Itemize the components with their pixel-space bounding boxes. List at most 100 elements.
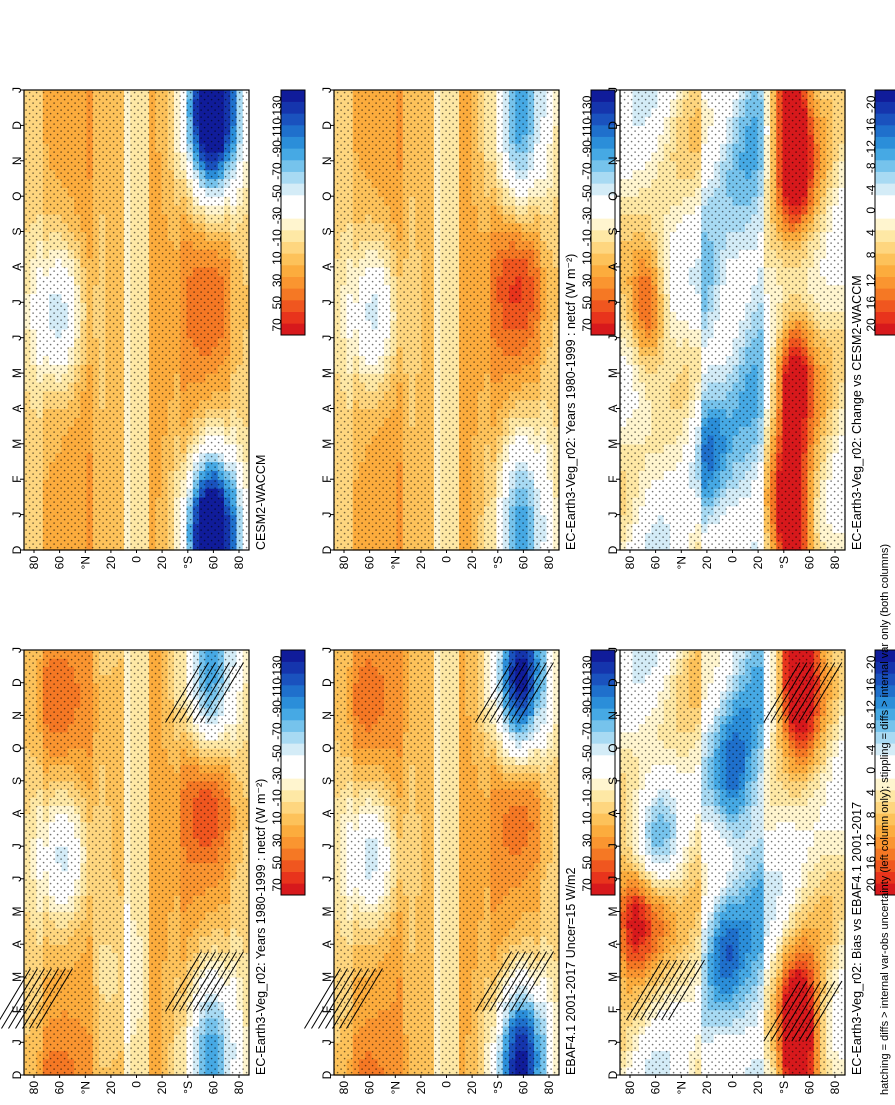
lat-label: °S <box>181 1081 195 1094</box>
colorbar-swatch <box>281 755 305 767</box>
month-label: O <box>320 743 334 752</box>
colorbar-swatch <box>281 860 305 872</box>
lat-label: °S <box>491 1081 505 1094</box>
month-label: J <box>320 876 334 882</box>
lat-label: °N <box>388 1081 402 1094</box>
colorbar-swatch <box>281 813 305 826</box>
lat-label: 60 <box>206 1081 220 1095</box>
month-label: J <box>10 1039 24 1045</box>
colorbar-swatch <box>591 720 615 732</box>
colorbar-label: 70 <box>580 878 594 892</box>
lat-label: 20 <box>465 1081 479 1095</box>
colorbar-label: -50 <box>270 744 284 762</box>
colorbar-label: -90 <box>270 700 284 718</box>
colorbar-label: -30 <box>270 767 284 785</box>
colorbar-swatch <box>591 661 615 674</box>
colorbar-swatch <box>281 708 305 721</box>
colorbar-swatch <box>591 696 615 709</box>
colorbar-swatch <box>281 801 305 814</box>
colorbar-swatch <box>281 848 305 861</box>
hatch-line <box>179 951 216 1012</box>
colorbar-swatch <box>281 766 305 779</box>
lat-label: 0 <box>130 1081 144 1088</box>
colorbar-swatch <box>591 825 615 837</box>
colorbar-label: -70 <box>270 722 284 740</box>
hatch-line <box>207 662 244 723</box>
month-label: M <box>320 972 334 982</box>
hatch-line <box>200 951 237 1012</box>
lat-label: 80 <box>337 1081 351 1095</box>
colorbar-swatch <box>281 883 305 896</box>
hatch-line <box>193 662 230 723</box>
month-label: O <box>10 743 24 752</box>
month-label: N <box>10 711 24 720</box>
colorbar-swatch <box>281 720 305 732</box>
colorbar-label: -10 <box>270 789 284 807</box>
month-label: F <box>10 1006 24 1013</box>
lat-label: 80 <box>27 1081 41 1095</box>
colorbar-label: 10 <box>580 811 594 825</box>
hatch-line <box>165 951 202 1012</box>
month-label: J <box>320 1039 334 1045</box>
hatch-line <box>22 968 59 1029</box>
colorbar-swatch <box>591 790 615 802</box>
month-label: F <box>320 1006 334 1013</box>
colorbar-swatch <box>281 673 305 686</box>
colorbar-swatch <box>281 743 305 756</box>
colorbar-swatch <box>281 825 305 837</box>
colorbar-swatch <box>591 860 615 872</box>
month-label: M <box>10 972 24 982</box>
colorbar-swatch <box>281 661 305 674</box>
hatch-line <box>186 951 223 1012</box>
month-label: A <box>10 940 24 948</box>
colorbar-label: -130 <box>270 655 284 679</box>
month-label: J <box>320 843 334 849</box>
hatch-line <box>200 662 237 723</box>
stippling <box>24 650 249 1075</box>
month-label: D <box>10 678 24 687</box>
lat-label: 20 <box>414 1081 428 1095</box>
colorbar-label: -110 <box>580 677 594 700</box>
hatch-line <box>172 951 209 1012</box>
colorbar-label: 50 <box>580 856 594 870</box>
colorbar-swatch <box>281 685 305 697</box>
colorbar-swatch <box>281 696 305 709</box>
colorbar-swatch <box>591 883 615 896</box>
lat-label: 20 <box>104 1081 118 1095</box>
colorbar-swatch <box>591 755 615 767</box>
colorbar-label: 30 <box>580 833 594 847</box>
hatch-line <box>36 968 73 1029</box>
hatch-line <box>179 662 216 723</box>
colorbar-frame <box>280 649 306 896</box>
hatch-line <box>172 662 209 723</box>
colorbar-label: -70 <box>580 722 594 740</box>
colorbar-label: -30 <box>580 767 594 785</box>
month-label: A <box>320 809 334 817</box>
month-label: S <box>320 777 334 785</box>
panel-title: EC-Earth3-Veg_r02: Years 1980-1999 : net… <box>254 779 268 1075</box>
lat-label: 60 <box>53 1081 67 1095</box>
lat-label: °N <box>78 1081 92 1094</box>
colorbar-label: 30 <box>270 833 284 847</box>
hatch-line <box>193 951 230 1012</box>
month-label: N <box>320 711 334 720</box>
colorbar-swatch <box>281 790 305 802</box>
month-label: M <box>10 907 24 917</box>
colorbar-label: -10 <box>580 789 594 807</box>
panel-title: EBAF4.1 2001-2017 Uncer=15 W/m2 <box>564 868 578 1075</box>
colorbar-swatch <box>591 731 615 744</box>
hatch-line <box>165 662 202 723</box>
month-label: S <box>10 777 24 785</box>
hatch-line <box>8 968 45 1029</box>
colorbar-label: -110 <box>270 677 284 700</box>
colorbar-swatch <box>281 871 305 884</box>
hatch-line <box>1 968 38 1029</box>
month-label: A <box>320 940 334 948</box>
month-label: J <box>10 647 24 653</box>
